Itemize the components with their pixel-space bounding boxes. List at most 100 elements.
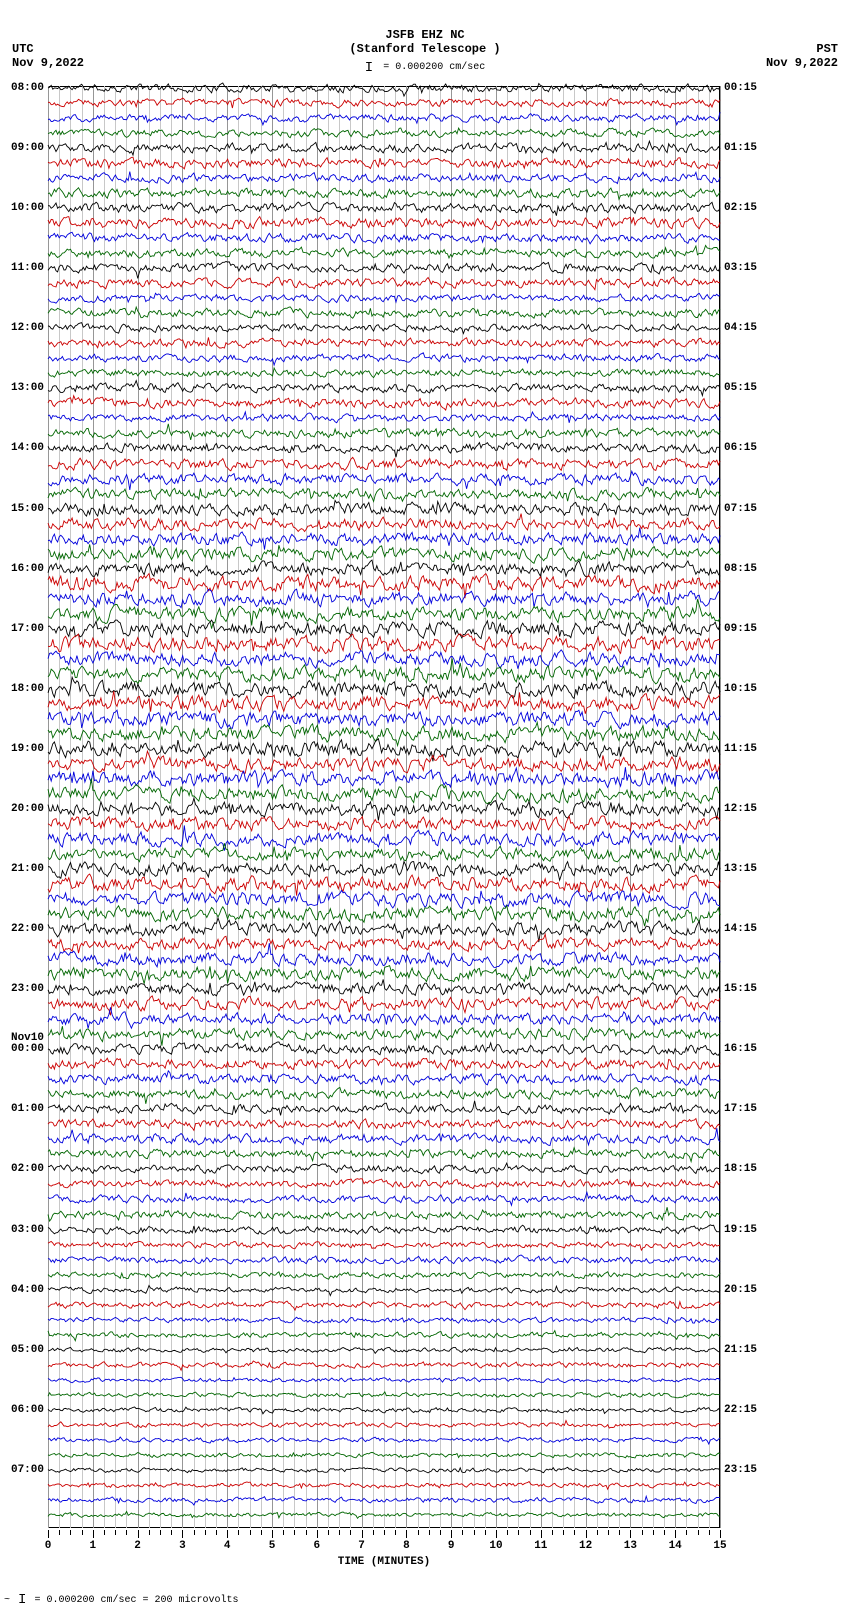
time-label-pst: 01:15 <box>724 142 757 154</box>
time-label-utc: 00:00 <box>11 1043 44 1055</box>
x-tick-minor <box>350 1530 351 1535</box>
x-tick-minor <box>518 1530 519 1535</box>
x-tick-minor <box>104 1530 105 1535</box>
x-tick-minor <box>384 1530 385 1535</box>
x-tick-minor <box>574 1530 575 1535</box>
x-tick-minor <box>462 1530 463 1535</box>
x-tick-minor <box>149 1530 150 1535</box>
time-label-pst: 13:15 <box>724 863 757 875</box>
x-tick-minor <box>664 1530 665 1535</box>
seismogram-plot: 08:0009:0010:0011:0012:0013:0014:0015:00… <box>48 86 720 1528</box>
time-label-utc: 04:00 <box>11 1284 44 1296</box>
time-label-utc: 03:00 <box>11 1224 44 1236</box>
x-tick <box>317 1530 318 1538</box>
time-label-pst: 12:15 <box>724 803 757 815</box>
time-label-utc: 21:00 <box>11 863 44 875</box>
x-tick-minor <box>552 1530 553 1535</box>
x-tick-minor <box>485 1530 486 1535</box>
scale-bar-icon: I <box>365 60 373 76</box>
time-label-utc: 02:00 <box>11 1163 44 1175</box>
x-tick-minor <box>698 1530 699 1535</box>
x-tick-minor <box>653 1530 654 1535</box>
x-tick-label: 13 <box>624 1540 637 1552</box>
x-tick-minor <box>597 1530 598 1535</box>
x-tick-minor <box>474 1530 475 1535</box>
scale-text: = 0.000200 cm/sec <box>383 62 485 73</box>
date-left-label: Nov 9,2022 <box>12 56 84 70</box>
time-label-pst: 07:15 <box>724 503 757 515</box>
x-tick-label: 9 <box>448 1540 455 1552</box>
x-tick-minor <box>440 1530 441 1535</box>
time-label-utc: 22:00 <box>11 923 44 935</box>
x-tick-label: 7 <box>358 1540 365 1552</box>
x-tick <box>496 1530 497 1538</box>
x-tick-minor <box>171 1530 172 1535</box>
station-title: JSFB EHZ NC <box>0 28 850 42</box>
time-label-utc: 23:00 <box>11 983 44 995</box>
time-label-pst: 21:15 <box>724 1344 757 1356</box>
time-label-utc: 05:00 <box>11 1344 44 1356</box>
time-label-pst: 03:15 <box>724 262 757 274</box>
time-label-utc: 17:00 <box>11 623 44 635</box>
x-tick <box>406 1530 407 1538</box>
x-tick-minor <box>686 1530 687 1535</box>
time-label-pst: 02:15 <box>724 202 757 214</box>
x-tick-minor <box>82 1530 83 1535</box>
x-tick-minor <box>194 1530 195 1535</box>
time-label-utc: 08:00 <box>11 82 44 94</box>
x-tick-minor <box>709 1530 710 1535</box>
tz-right-label: PST <box>816 42 838 56</box>
x-tick <box>541 1530 542 1538</box>
time-label-pst: 11:15 <box>724 743 757 755</box>
time-label-utc: 06:00 <box>11 1404 44 1416</box>
x-tick-minor <box>70 1530 71 1535</box>
x-tick <box>362 1530 363 1538</box>
time-label-pst: 18:15 <box>724 1163 757 1175</box>
time-label-utc: 18:00 <box>11 683 44 695</box>
x-tick <box>227 1530 228 1538</box>
x-tick-label: 3 <box>179 1540 186 1552</box>
time-label-utc: 12:00 <box>11 322 44 334</box>
x-tick-minor <box>608 1530 609 1535</box>
x-tick-minor <box>429 1530 430 1535</box>
time-label-utc: 10:00 <box>11 202 44 214</box>
x-tick-label: 15 <box>713 1540 726 1552</box>
x-tick-minor <box>261 1530 262 1535</box>
x-tick <box>93 1530 94 1538</box>
time-label-pst: 22:15 <box>724 1404 757 1416</box>
x-tick-label: 14 <box>669 1540 682 1552</box>
x-tick-label: 10 <box>489 1540 502 1552</box>
x-tick-label: 5 <box>269 1540 276 1552</box>
x-tick-minor <box>339 1530 340 1535</box>
time-label-utc: 15:00 <box>11 503 44 515</box>
x-tick-minor <box>59 1530 60 1535</box>
time-label-pst: 04:15 <box>724 322 757 334</box>
x-tick-minor <box>115 1530 116 1535</box>
trace-row <box>48 1515 720 1531</box>
x-tick-minor <box>238 1530 239 1535</box>
x-tick-minor <box>160 1530 161 1535</box>
time-label-pst: 17:15 <box>724 1103 757 1115</box>
x-tick-label: 1 <box>89 1540 96 1552</box>
x-tick-minor <box>642 1530 643 1535</box>
time-label-pst: 09:15 <box>724 623 757 635</box>
x-axis: TIME (MINUTES) 0123456789101112131415 <box>48 1530 720 1580</box>
scale-bar-icon: I <box>18 1592 26 1608</box>
x-tick-minor <box>328 1530 329 1535</box>
x-tick <box>720 1530 721 1538</box>
x-tick-minor <box>373 1530 374 1535</box>
x-tick <box>48 1530 49 1538</box>
x-tick-minor <box>395 1530 396 1535</box>
x-tick-minor <box>418 1530 419 1535</box>
time-label-utc: 07:00 <box>11 1464 44 1476</box>
x-tick <box>138 1530 139 1538</box>
x-tick-minor <box>530 1530 531 1535</box>
x-tick <box>675 1530 676 1538</box>
time-label-pst: 05:15 <box>724 382 757 394</box>
x-tick-minor <box>507 1530 508 1535</box>
x-axis-label: TIME (MINUTES) <box>48 1556 720 1568</box>
time-label-pst: 08:15 <box>724 563 757 575</box>
time-label-pst: 19:15 <box>724 1224 757 1236</box>
date-right-label: Nov 9,2022 <box>766 56 838 70</box>
time-label-utc: 01:00 <box>11 1103 44 1115</box>
